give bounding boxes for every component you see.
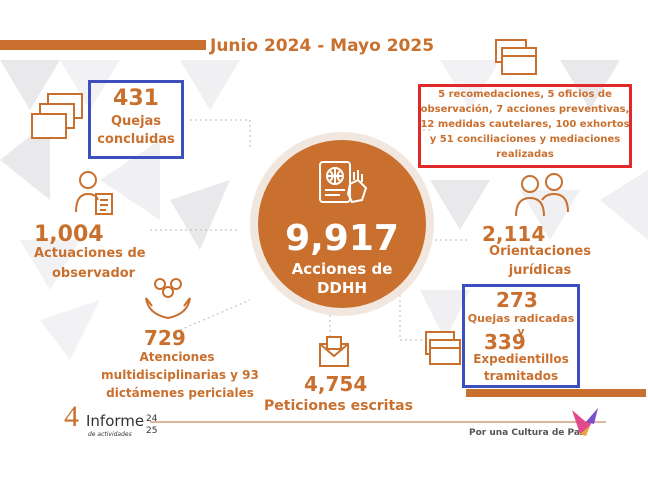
envelope-document-icon [319, 336, 349, 367]
stacked-files-icon [495, 39, 537, 75]
two-people-icon [515, 173, 569, 217]
radicadas-label2-line1: Expedientillos [473, 352, 569, 366]
dove-icon [572, 408, 598, 436]
logo-subtitle: de actividades [88, 431, 132, 438]
atenciones-number: 729 [144, 326, 186, 350]
radicadas-label2-line2: tramitados [483, 369, 559, 383]
recomendaciones-line5: realizadas [496, 149, 554, 160]
orientaciones-number: 2,114 [482, 222, 546, 246]
recomendaciones-line1: 5 recomedaciones, 5 oficios de [438, 89, 612, 100]
recomendaciones-line3: 12 medidas cautelares, 100 exhortos [420, 119, 630, 130]
radicadas-box [462, 284, 580, 388]
hands-people-icon [145, 278, 191, 320]
center-label-line1: Acciones de [291, 260, 393, 278]
page-title: Junio 2024 - Mayo 2025 [210, 36, 435, 56]
recomendaciones-box [418, 84, 632, 168]
center-total: 9,917 [285, 218, 399, 259]
informe-logo: 4 Informe de actividades 24 25 [62, 400, 162, 444]
atenciones-label-line2: multidisciplinarias y 93 [101, 368, 259, 382]
file-folder-icon [425, 331, 461, 365]
logo-word: Informe [86, 412, 145, 430]
observador-label-line1: Actuaciones de [34, 246, 146, 261]
folders-icon [31, 93, 83, 139]
logo-number: 4 [64, 400, 79, 433]
center-label: Acciones de DDHH [258, 260, 426, 298]
center-circle: 9,917 Acciones de DDHH [250, 132, 434, 316]
peticiones-number: 4,754 [304, 372, 368, 396]
quejas-label-line1: Quejas [110, 114, 162, 129]
quejas-number: 431 [113, 86, 159, 111]
rights-document-icon [319, 161, 368, 204]
observador-label-line2: observador [52, 266, 136, 281]
radicadas-number1: 273 [496, 288, 538, 312]
center-label-line2: DDHH [316, 279, 367, 297]
logo-year2: 25 [146, 426, 158, 436]
header-accent-bar [0, 40, 206, 50]
atenciones-label-line1: Atenciones [139, 350, 215, 364]
orientaciones-label-line1: Orientaciones [489, 244, 591, 259]
orientaciones-label-line2: jurídicas [508, 263, 572, 278]
radicadas-number2: 339 [484, 330, 526, 354]
recomendaciones-line2: observación, 7 acciones preventivas, [420, 104, 630, 115]
peticiones-label: Peticiones escritas [264, 398, 413, 414]
footer-divider [150, 421, 606, 423]
footer-slogan: Por una Cultura de Paz [469, 428, 586, 438]
quejas-concluidas-box [88, 80, 184, 159]
observador-number: 1,004 [34, 222, 104, 247]
logo-year1: 24 [146, 414, 158, 424]
observer-person-icon [75, 171, 113, 215]
recomendaciones-line4: y 51 conciliaciones y mediaciones [429, 134, 621, 145]
radicadas-label1: Quejas radicadas y [467, 312, 575, 338]
quejas-label-line2: concluidas [97, 132, 175, 147]
atenciones-label-line3: dictámenes periciales [106, 386, 254, 400]
footer-accent-bar [466, 389, 646, 397]
